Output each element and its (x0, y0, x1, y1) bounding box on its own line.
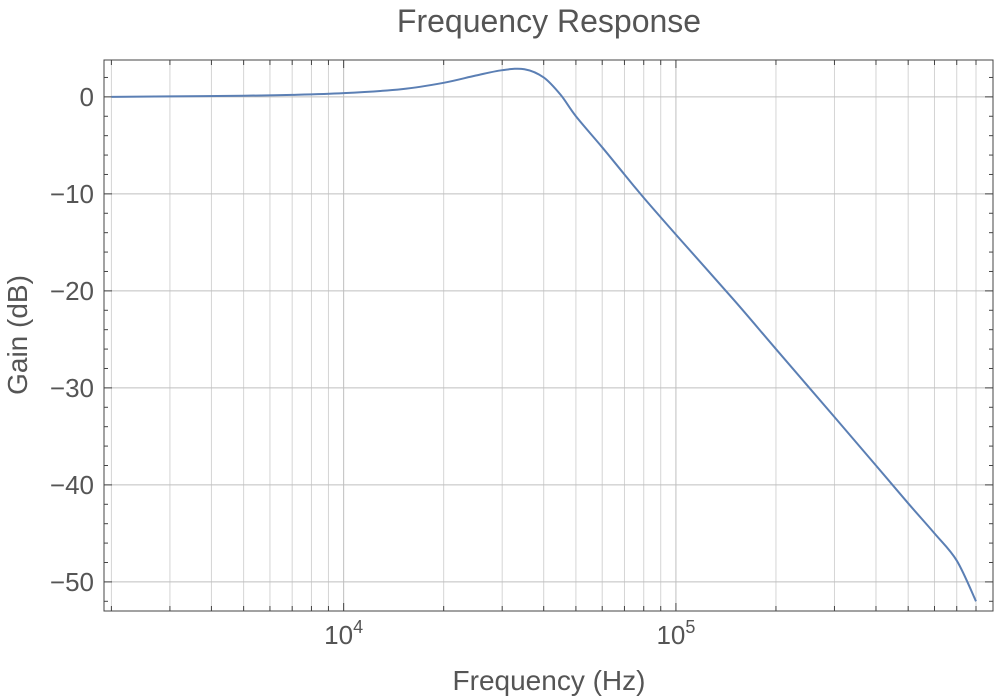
y-tick-label: −20 (50, 276, 94, 306)
y-tick-label: −40 (50, 470, 94, 500)
tick-layer (104, 60, 994, 611)
y-tick-label: −50 (50, 567, 94, 597)
y-tick-label: −30 (50, 373, 94, 403)
x-axis-label: Frequency (Hz) (453, 665, 646, 696)
chart-title: Frequency Response (397, 3, 701, 39)
x-tick-label: 104 (324, 617, 363, 650)
x-tick-label: 105 (656, 617, 695, 650)
tick-label-layer: 0 −10 −20 −30 −40 −50 104 105 (50, 82, 696, 650)
y-tick-label: −10 (50, 179, 94, 209)
grid-layer (104, 60, 994, 611)
gain-curve (111, 67, 977, 602)
plot-frame (103, 59, 994, 612)
y-tick-label: 0 (80, 82, 94, 112)
y-axis-label: Gain (dB) (2, 275, 33, 395)
